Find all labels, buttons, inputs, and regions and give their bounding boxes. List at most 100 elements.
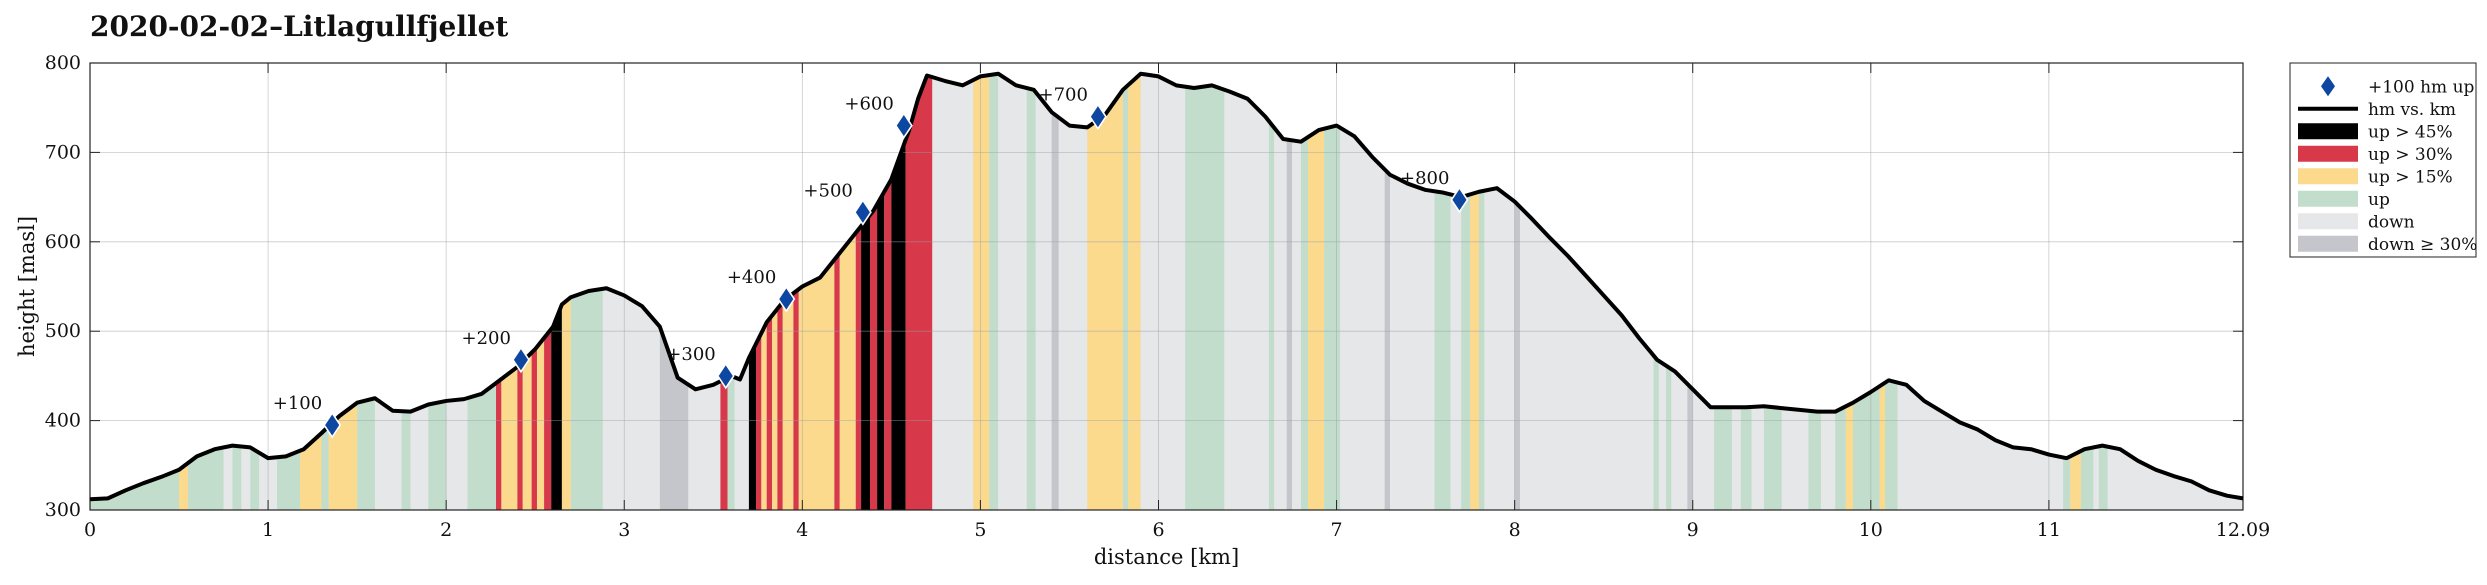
- slope-segment: [321, 73, 329, 510]
- milestone-marker: [716, 362, 735, 390]
- slope-segment: [1128, 73, 1141, 510]
- chart-title: 2020-02-02–Litlagullfjellet: [90, 10, 509, 43]
- slope-segment: [179, 73, 188, 510]
- legend-swatch: [2298, 168, 2358, 185]
- x-tick-label: 6: [1152, 519, 1164, 541]
- legend-swatch: [2298, 123, 2358, 140]
- axis-ticks: 0 1 2 3 4 5 6 7 8 9 10 11 12.09 300 400 500 600 700 800: [45, 52, 2270, 541]
- slope-segment: [1051, 73, 1059, 510]
- slope-segment: [401, 73, 411, 510]
- y-tick-label: 800: [45, 52, 81, 74]
- milestone-marker: [777, 285, 796, 313]
- milestone-label: +700: [1038, 85, 1087, 106]
- slope-segment: [891, 73, 906, 510]
- milestone-label: +500: [803, 180, 852, 201]
- slope-segment: [1461, 73, 1471, 510]
- milestone-marker: [1450, 186, 1469, 214]
- slope-segment: [1845, 73, 1853, 510]
- slope-segment: [1835, 73, 1846, 510]
- slope-segment: [328, 73, 358, 510]
- slope-segment: [383, 73, 402, 510]
- slope-segment: [1692, 73, 1715, 510]
- slope-segment: [1384, 73, 1390, 510]
- slope-segment: [1286, 73, 1293, 510]
- slope-segment: [250, 73, 260, 510]
- slope-segment: [1300, 73, 1309, 510]
- slope-segment: [1224, 73, 1269, 510]
- legend-label: +100 hm up: [2368, 77, 2475, 97]
- slope-segment: [1740, 73, 1752, 510]
- x-tick-label: 8: [1509, 519, 1521, 541]
- slope-segment: [1853, 73, 1880, 510]
- milestone-marker: [511, 346, 530, 374]
- slope-segment: [1879, 73, 1886, 510]
- milestone-label: +600: [844, 94, 893, 115]
- slope-segment: [551, 73, 562, 510]
- slope-segment: [973, 73, 990, 510]
- y-axis-label: height [masl]: [15, 216, 39, 357]
- slope-segment: [276, 73, 301, 510]
- slope-segment: [1308, 73, 1325, 510]
- slope-segment: [2063, 73, 2071, 510]
- slope-segment: [374, 73, 384, 510]
- slope-segment: [561, 73, 571, 510]
- y-tick-label: 300: [45, 499, 81, 521]
- slope-segment: [855, 73, 862, 510]
- slope-segment: [536, 73, 545, 510]
- x-tick-label: 9: [1687, 519, 1699, 541]
- x-tick-label: 5: [974, 519, 986, 541]
- slope-segment: [1763, 73, 1782, 510]
- slope-segment: [839, 73, 856, 510]
- slope-segment: [1751, 73, 1764, 510]
- slope-segment: [1026, 73, 1036, 510]
- slope-segment: [1897, 73, 2064, 510]
- x-tick-label: 10: [1859, 519, 1883, 541]
- y-tick-label: 700: [45, 141, 81, 163]
- slope-segment: [884, 73, 892, 510]
- milestone-label: +300: [666, 344, 715, 365]
- slope-segment: [501, 73, 518, 510]
- slope-segment: [834, 73, 840, 510]
- slope-segments: [90, 73, 2243, 510]
- slope-segment: [517, 73, 523, 510]
- slope-segment: [1292, 73, 1301, 510]
- milestones: +100 +200 +300 +400 +500 +600 +700 +800: [273, 85, 1469, 439]
- milestone-marker: [1088, 103, 1107, 131]
- slope-segment: [1479, 73, 1485, 510]
- slope-segment: [1666, 73, 1672, 510]
- legend-label: down ≥ 30%: [2368, 235, 2477, 255]
- milestone-label: +800: [1400, 168, 1449, 189]
- slope-segment: [187, 73, 224, 510]
- slope-segment: [522, 73, 532, 510]
- slope-segment: [989, 73, 999, 510]
- slope-segment: [793, 73, 799, 510]
- x-axis-label: distance [km]: [1094, 545, 1239, 569]
- slope-segment: [1781, 73, 1809, 510]
- legend-label: hm vs. km: [2368, 100, 2456, 120]
- slope-segment: [2070, 73, 2081, 510]
- legend-swatch: [2298, 235, 2358, 252]
- milestone-marker: [894, 112, 913, 140]
- slope-segment: [1140, 73, 1186, 510]
- milestone-marker: [323, 411, 342, 439]
- legend-swatch: [2298, 213, 2358, 230]
- slope-segment: [861, 73, 870, 510]
- slope-segment: [777, 73, 783, 510]
- slope-segment: [870, 73, 878, 510]
- slope-segment: [1484, 73, 1515, 510]
- milestone-marker: [853, 198, 872, 226]
- slope-segment: [1324, 73, 1341, 510]
- slope-segment: [2098, 73, 2108, 510]
- slope-segment: [932, 73, 974, 510]
- slope-segment: [782, 73, 794, 510]
- slope-segment: [570, 73, 603, 510]
- milestone-label: +200: [462, 328, 511, 349]
- x-tick-label: 7: [1331, 519, 1343, 541]
- slope-segment: [1274, 73, 1287, 510]
- slope-segment: [1653, 73, 1659, 510]
- slope-segment: [688, 73, 721, 510]
- x-tick-label: 1: [262, 519, 274, 541]
- slope-segment: [2107, 73, 2243, 510]
- x-tick-label: 4: [796, 519, 808, 541]
